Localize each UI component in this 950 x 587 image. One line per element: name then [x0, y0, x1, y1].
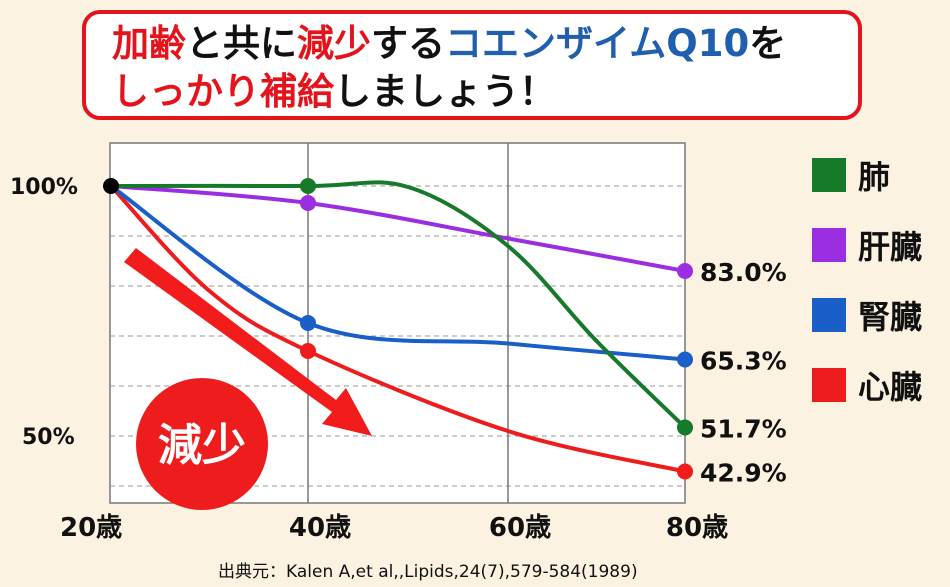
decrease-arrow: [124, 248, 372, 436]
legend-swatch: [812, 298, 846, 332]
legend-swatch: [812, 158, 846, 192]
data-point: [677, 351, 693, 368]
title-segment: 減少: [297, 22, 371, 65]
end-value-label: 51.7%: [700, 415, 787, 444]
legend-swatch: [812, 368, 846, 402]
data-point: [300, 195, 316, 211]
series-line-腎臓: [109, 184, 686, 362]
title-segment: と共に: [186, 22, 297, 65]
origin-point: [103, 178, 119, 194]
data-point: [677, 419, 693, 436]
x-tick-label: 60歳: [489, 513, 551, 543]
data-point: [677, 463, 693, 480]
title-segment: コエンザイムQ10: [445, 22, 750, 65]
title-segment: 加齢: [112, 22, 186, 65]
legend-label: 腎臓: [858, 298, 922, 336]
series-line-肝臓: [110, 184, 686, 273]
legend-swatch: [812, 228, 846, 262]
series-line-心臓: [109, 184, 686, 474]
data-point: [300, 343, 316, 359]
y-tick-label: 50%: [22, 425, 75, 450]
title-banner: 加齢と共に減少するコエンザイムQ10を しっかり補給しましょう！: [82, 10, 862, 120]
end-value-label: 65.3%: [700, 347, 787, 376]
end-value-label: 83.0%: [700, 258, 787, 287]
title-segment: する: [371, 22, 445, 65]
data-point: [300, 315, 316, 331]
title-segment: しっかり補給: [112, 70, 334, 113]
title-line-1: 加齢と共に減少するコエンザイムQ10を: [112, 20, 858, 68]
series-line-肺: [110, 180, 687, 429]
decrease-badge: [136, 378, 268, 510]
data-point: [300, 178, 316, 194]
x-tick-label: 40歳: [289, 513, 351, 543]
legend-label: 心臓: [858, 368, 922, 406]
source-footnote: 出典元：Kalen A,et al,,Lipids,24(7),579-584(…: [218, 562, 638, 582]
title-segment: を: [749, 22, 787, 65]
title-line-2: しっかり補給しましょう！: [112, 68, 858, 116]
legend-label: 肝臓: [858, 228, 922, 266]
x-tick-label: 20歳: [60, 513, 122, 543]
decrease-badge-label: 減少: [158, 420, 246, 471]
end-value-label: 42.9%: [700, 459, 787, 488]
title-segment: しましょう！: [334, 70, 556, 113]
y-tick-label: 100%: [10, 175, 78, 200]
x-tick-label: 80歳: [666, 513, 728, 543]
data-point: [677, 263, 693, 279]
legend-label: 肺: [858, 158, 890, 196]
